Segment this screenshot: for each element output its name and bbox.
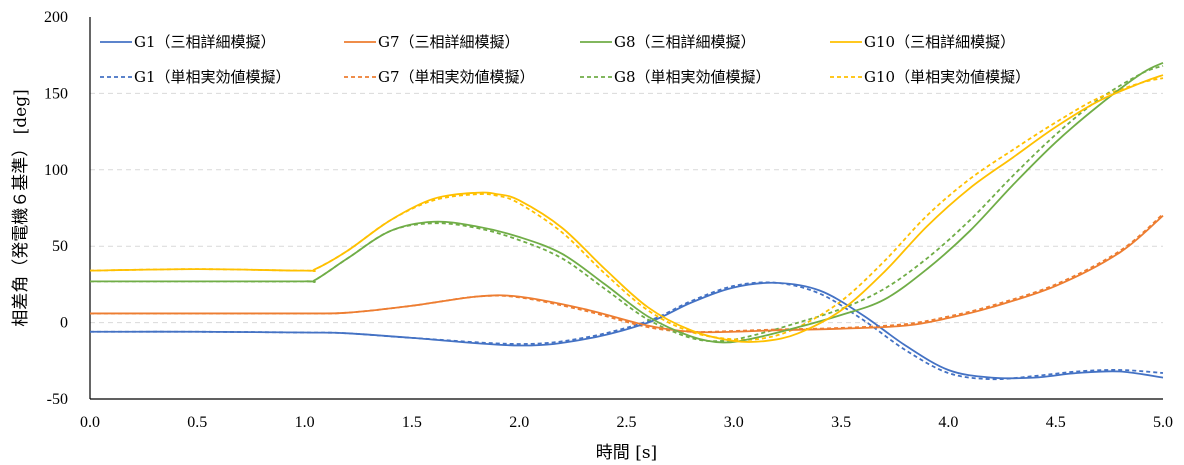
- legend-label: G8（三相詳細模擬）: [614, 33, 756, 51]
- y-tick-label: 200: [44, 9, 68, 26]
- series-lines: [89, 62, 1164, 381]
- axes: [89, 17, 1163, 400]
- x-tick-label: 4.5: [1046, 414, 1066, 431]
- x-tick-label: 3.0: [724, 414, 744, 431]
- y-tick-label: 150: [44, 85, 68, 102]
- x-tick-label: 0.5: [187, 414, 207, 431]
- x-tick-label: 0.0: [80, 414, 100, 431]
- series-line: [89, 74, 1164, 343]
- y-tick-label: 0: [60, 315, 68, 332]
- y-tick-label: 100: [44, 162, 68, 179]
- legend-label: G10（三相詳細模擬）: [864, 33, 1015, 51]
- series-line: [89, 281, 1164, 381]
- series-line: [90, 214, 1164, 334]
- legend-label: G1（三相詳細模擬）: [134, 33, 276, 51]
- tick-labels: -50 0 50 100 150 200 0.0 0.5 1.0 1.5 2.0 2.5 3.0 3.5 4…: [44, 9, 1173, 431]
- x-tick-label: 4.0: [938, 414, 958, 431]
- legend-label: G10（単相実効値模擬）: [864, 68, 1030, 86]
- legend-label: G8（単相実効値模擬）: [614, 68, 771, 86]
- y-tick-label: -50: [47, 391, 68, 408]
- legend: G1（三相詳細模擬） G7（三相詳細模擬） G8（三相詳細模擬） G10（三相詳細模擬…: [100, 33, 1030, 86]
- x-tick-label: 3.5: [831, 414, 851, 431]
- y-axis-title: 相差角（発電機６基準） [deg]: [11, 89, 31, 327]
- x-tick-label: 1.5: [402, 414, 422, 431]
- x-tick-label: 2.5: [617, 414, 637, 431]
- series-line: [90, 62, 1164, 344]
- y-tick-label: 50: [52, 238, 68, 255]
- gridlines: [90, 92, 1163, 324]
- x-tick-label: 1.0: [295, 414, 315, 431]
- x-tick-label: 2.0: [509, 414, 529, 431]
- x-axis-title: 時間 [s]: [596, 443, 657, 463]
- legend-label: G7（三相詳細模擬）: [378, 33, 520, 51]
- x-tick-label: 5.0: [1153, 414, 1173, 431]
- series-line: [90, 65, 1164, 343]
- legend-label: G7（単相実効値模擬）: [378, 68, 535, 86]
- series-line: [89, 281, 1164, 380]
- legend-label: G1（単相実効値模擬）: [134, 68, 291, 86]
